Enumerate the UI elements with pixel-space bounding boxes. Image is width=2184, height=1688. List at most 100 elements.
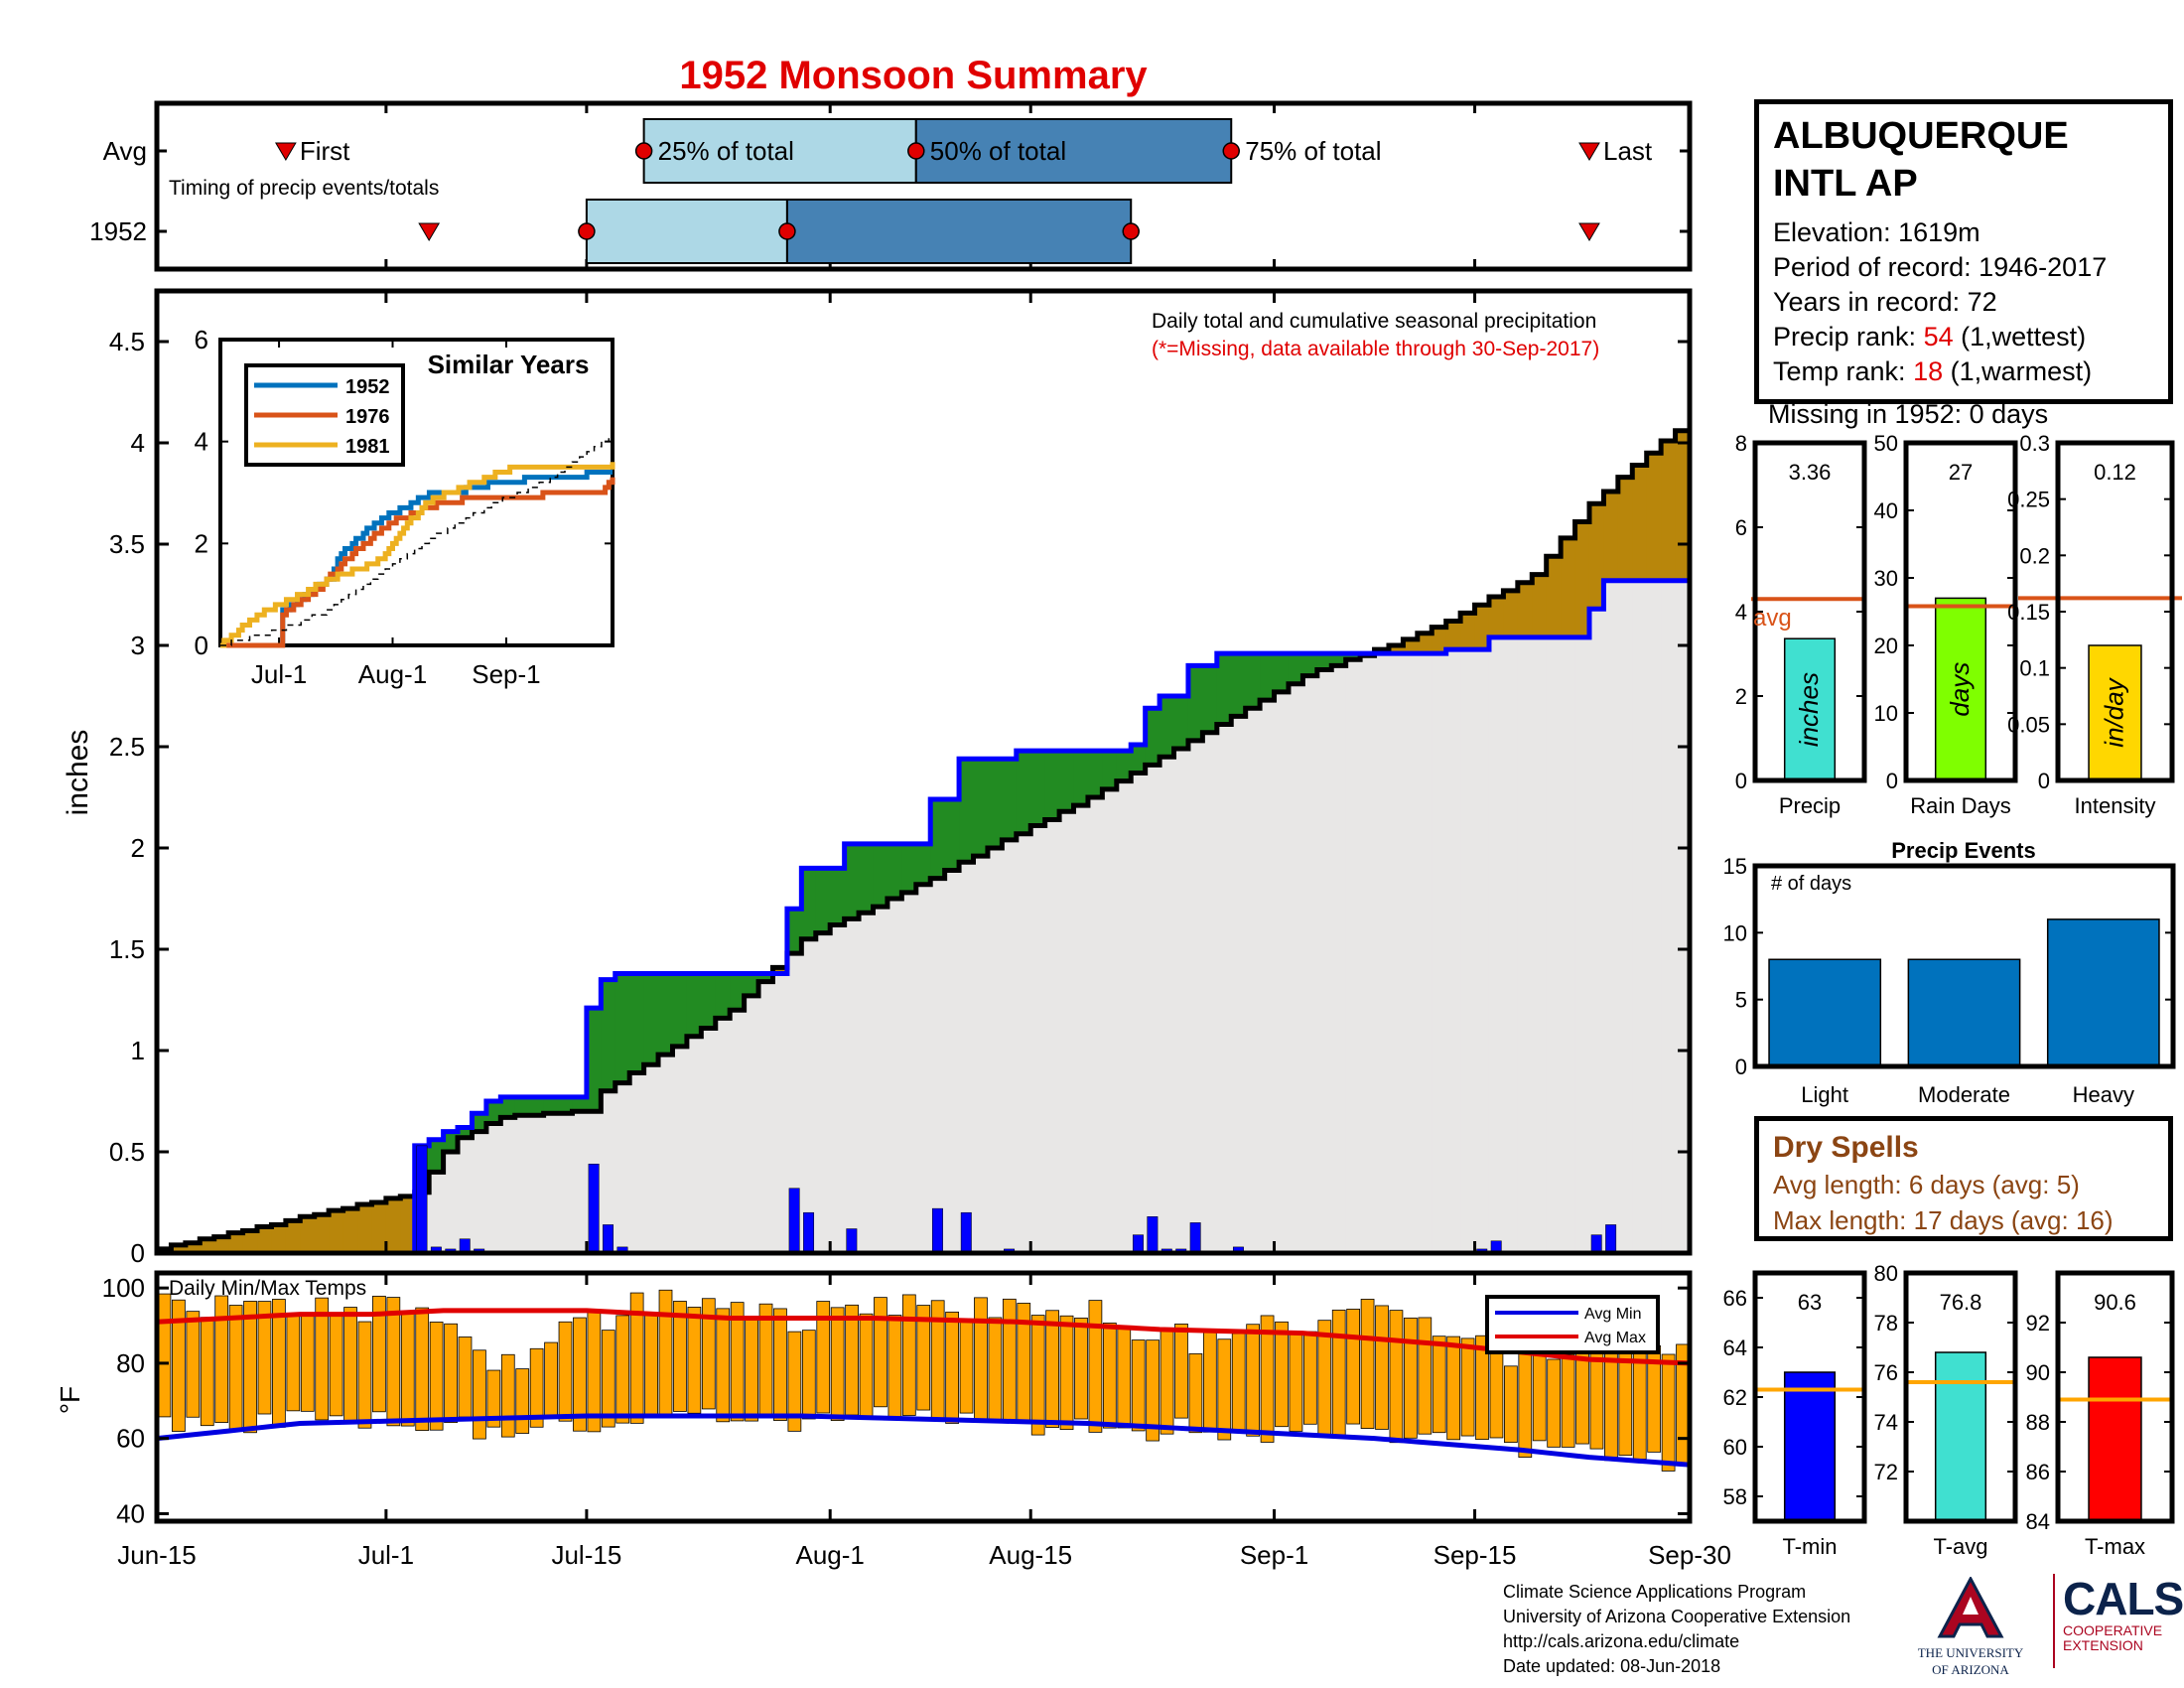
above-average-fill: [887, 843, 902, 899]
above-average-fill: [715, 973, 731, 1019]
daily-temp-bar: [1331, 1309, 1346, 1438]
timing-marker-last: [1578, 142, 1600, 161]
daily-temp-bar: [157, 1293, 172, 1418]
daily-precip-bar: [846, 1228, 858, 1254]
credits-line3[interactable]: http://cals.arizona.edu/climate: [1503, 1631, 1740, 1651]
below-average-fill: [257, 1226, 273, 1253]
events-bar-light: [1768, 958, 1882, 1067]
above-average-fill: [686, 973, 702, 1037]
cumulative-fill-bg: [1460, 649, 1476, 1253]
above-average-fill: [1216, 653, 1232, 725]
below-average-fill: [271, 1224, 287, 1253]
cumulative-fill-bg: [1574, 636, 1590, 1253]
date-xtick-label: Jun-15: [117, 1540, 197, 1570]
daily-precip-bar: [1132, 1234, 1144, 1254]
daily-temp-bar: [874, 1297, 887, 1408]
below-average-fill: [1488, 597, 1505, 637]
daily-temp-bar: [228, 1305, 243, 1430]
precip-panel-frame: [154, 288, 1693, 1256]
daily-temp-bar: [1117, 1328, 1132, 1429]
cumulative-fill-bg: [1360, 655, 1376, 1253]
cumulative-fill-bg: [529, 1115, 545, 1253]
above-average-fill: [443, 1131, 459, 1152]
daily-temp-bar: [687, 1307, 702, 1414]
daily-temp-bar: [315, 1297, 330, 1421]
small-ytick-label: 8: [1735, 431, 1747, 456]
small-bar-tavg_bar: [1934, 1351, 1987, 1522]
timing-marker-p50: [907, 142, 925, 160]
cumulative-fill-bg: [1245, 708, 1261, 1253]
daily-temp-bar: [1446, 1336, 1461, 1441]
above-average-fill: [1087, 751, 1103, 797]
cumulative-fill-bg: [686, 1036, 702, 1253]
cumulative-fill-bg: [1302, 675, 1318, 1253]
cumulative-fill-bg: [715, 1018, 731, 1253]
cals-logo[interactable]: CALS COOPERATIVE EXTENSION: [2053, 1574, 2184, 1668]
cumulative-fill-bg: [915, 884, 931, 1253]
university-of-arizona-logo[interactable]: THE UNIVERSITY OF ARIZONA: [1916, 1575, 2025, 1677]
small-xlabel-tmin_bar: T-min: [1783, 1534, 1838, 1559]
above-average-fill: [815, 868, 831, 933]
above-average-fill: [1274, 653, 1290, 692]
precip-title: Daily total and cumulative seasonal prec…: [1152, 310, 1596, 333]
above-average-fill: [901, 843, 917, 893]
daily-temp-bar: [1131, 1339, 1146, 1432]
precip-ytick-label: 0: [131, 1238, 145, 1268]
elevation-text: Elevation: 1619m: [1773, 217, 1980, 247]
small-ytick-label: 88: [2026, 1410, 2050, 1435]
timing-label-first: First: [300, 136, 350, 166]
precip-ytick-label: 4: [131, 428, 145, 458]
above-average-fill: [543, 1096, 559, 1114]
small-value-label-tmax_bar: 90.6: [2094, 1290, 2136, 1315]
small-ytick-label: 86: [2026, 1460, 2050, 1484]
below-average-fill: [1617, 477, 1633, 581]
cumulative-fill-bg: [1445, 649, 1461, 1253]
small-ytick-label: 78: [1874, 1311, 1898, 1336]
daily-temp-bar: [658, 1289, 673, 1416]
daily-temp-bar: [473, 1349, 486, 1440]
precip-subtitle: (*=Missing, data available through 30-Se…: [1152, 338, 1599, 360]
cumulative-fill-bg: [1102, 788, 1118, 1253]
dry-spells-box: Dry Spells Avg length: 6 days (avg: 5) M…: [1754, 1116, 2173, 1241]
daily-temp-bar: [801, 1330, 816, 1420]
timing-label-p50: 50% of total: [930, 136, 1066, 166]
daily-temp-bar: [573, 1317, 587, 1432]
events-ytick-label: 10: [1723, 920, 1747, 945]
legend-avg-min-label: Avg Min: [1584, 1306, 1642, 1323]
cumulative-fill-bg: [1044, 819, 1060, 1253]
cumulative-fill-bg: [543, 1113, 559, 1253]
daily-temp-bar: [1202, 1332, 1217, 1433]
below-average-fill: [1661, 440, 1677, 581]
daily-temp-bar: [257, 1301, 272, 1415]
daily-temp-bar: [959, 1320, 974, 1414]
above-average-fill: [1160, 696, 1175, 758]
above-average-fill: [1187, 665, 1203, 741]
precip-ytick-label: 3.5: [109, 529, 145, 559]
credits-line1: Climate Science Applications Program: [1503, 1582, 1807, 1602]
above-average-fill: [672, 973, 688, 1047]
precip-rank-text: Precip rank: 54 (1,wettest): [1773, 322, 2087, 352]
cumulative-fill-bg: [987, 848, 1003, 1253]
timing-row-label-avg: Avg: [103, 136, 147, 166]
similar-ytick-label: 4: [195, 427, 208, 457]
similar-xtick-label: Jul-1: [251, 659, 307, 689]
events-title: Precip Events: [1891, 838, 2036, 863]
below-average-fill: [329, 1210, 344, 1253]
below-average-fill: [1460, 613, 1476, 650]
events-bar-moderate: [1907, 958, 2021, 1067]
daily-temp-bar: [601, 1330, 615, 1428]
daily-temp-bar: [1575, 1351, 1589, 1445]
daily-temp-bar: [386, 1297, 401, 1427]
small-bar-precip_bar: [1783, 637, 1837, 781]
precip-ytick-label: 1: [131, 1036, 145, 1065]
above-average-fill: [1231, 653, 1247, 717]
cumulative-fill-bg: [801, 938, 817, 1253]
small-value-label-intensity_bar: 0.12: [2094, 460, 2136, 485]
above-average-fill: [1288, 653, 1303, 684]
cumulative-fill-bg: [744, 995, 759, 1253]
daily-temp-bar: [1102, 1323, 1117, 1429]
cumulative-fill-bg: [443, 1152, 459, 1253]
events-ytick-label: 5: [1735, 988, 1747, 1013]
precip-ytick-label: 4.5: [109, 327, 145, 356]
